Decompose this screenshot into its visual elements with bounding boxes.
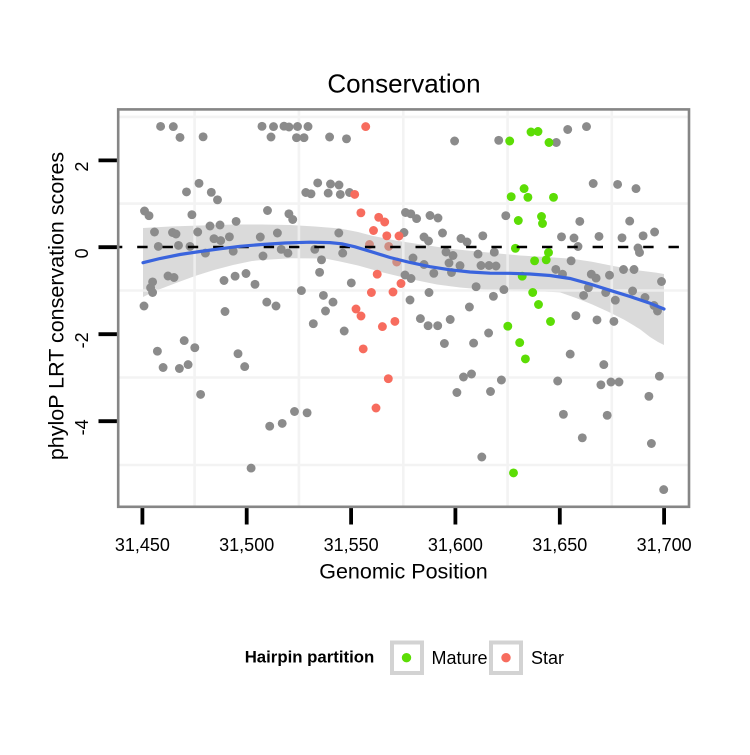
svg-text:Genomic Position: Genomic Position bbox=[319, 560, 488, 584]
svg-text:31,550: 31,550 bbox=[324, 535, 379, 555]
svg-text:-4: -4 bbox=[72, 419, 92, 435]
svg-text:Hairpin partition: Hairpin partition bbox=[245, 648, 375, 667]
svg-text:31,600: 31,600 bbox=[428, 535, 483, 555]
svg-text:phyloP LRT conservation scores: phyloP LRT conservation scores bbox=[45, 152, 69, 460]
svg-text:31,650: 31,650 bbox=[532, 535, 587, 555]
svg-text:0: 0 bbox=[72, 248, 92, 258]
svg-text:Conservation: Conservation bbox=[327, 69, 480, 99]
svg-text:Star: Star bbox=[531, 648, 564, 668]
svg-text:31,500: 31,500 bbox=[219, 535, 274, 555]
svg-text:31,450: 31,450 bbox=[115, 535, 170, 555]
svg-text:31,700: 31,700 bbox=[637, 535, 692, 555]
svg-text:Mature: Mature bbox=[432, 648, 488, 668]
svg-text:-2: -2 bbox=[72, 332, 92, 348]
svg-text:2: 2 bbox=[72, 162, 92, 172]
